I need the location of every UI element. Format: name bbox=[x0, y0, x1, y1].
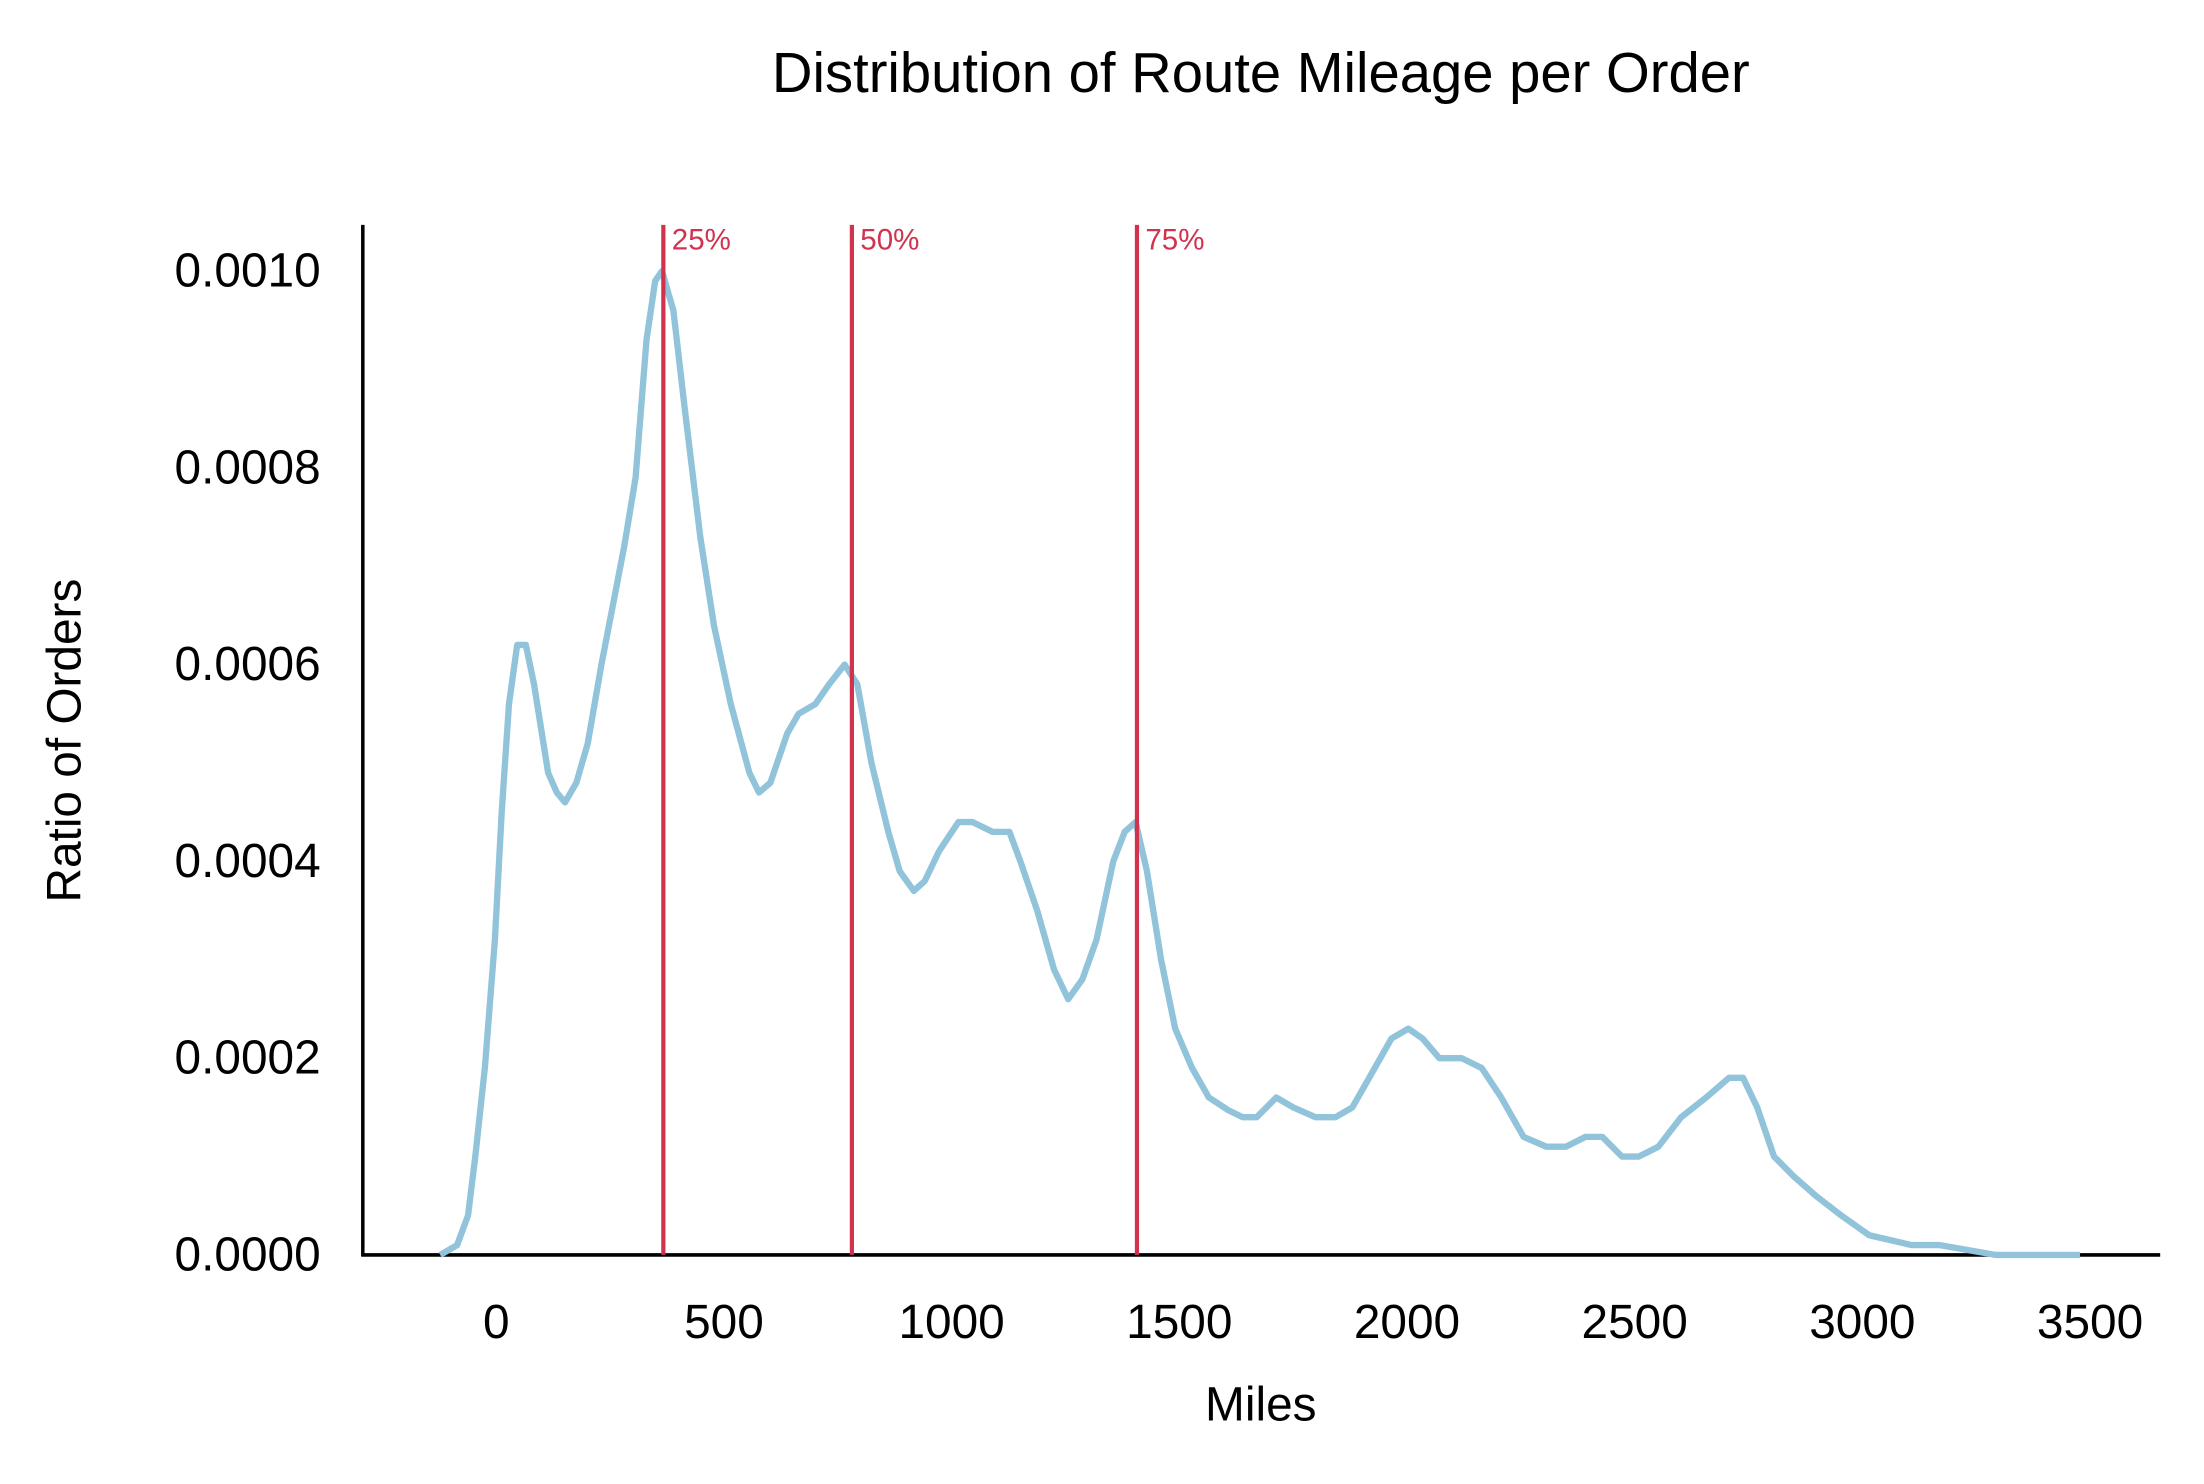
y-tick-label: 0.0000 bbox=[175, 1228, 321, 1281]
quantile-label: 25% bbox=[672, 224, 731, 257]
x-tick-label: 0 bbox=[483, 1296, 510, 1349]
y-tick-label: 0.0006 bbox=[175, 638, 321, 691]
x-tick-label: 2000 bbox=[1354, 1296, 1460, 1349]
x-tick-label: 3500 bbox=[2037, 1296, 2143, 1349]
x-tick-label: 3000 bbox=[1809, 1296, 1915, 1349]
x-tick-label: 1500 bbox=[1126, 1296, 1232, 1349]
y-tick-label: 0.0004 bbox=[175, 835, 321, 888]
density-line bbox=[438, 267, 2081, 1259]
quantile-label: 50% bbox=[860, 224, 919, 257]
y-tick-label: 0.0002 bbox=[175, 1032, 321, 1085]
quantile-label: 75% bbox=[1145, 224, 1204, 257]
y-axis-label: Ratio of Orders bbox=[38, 579, 91, 903]
chart-title: Distribution of Route Mileage per Order bbox=[772, 41, 1750, 104]
y-tick-label: 0.0008 bbox=[175, 441, 321, 494]
y-tick-label: 0.0010 bbox=[175, 245, 321, 298]
x-axis-label: Miles bbox=[1205, 1379, 1316, 1432]
x-tick-label: 500 bbox=[684, 1296, 764, 1349]
x-tick-label: 2500 bbox=[1582, 1296, 1688, 1349]
x-tick-label: 1000 bbox=[898, 1296, 1004, 1349]
